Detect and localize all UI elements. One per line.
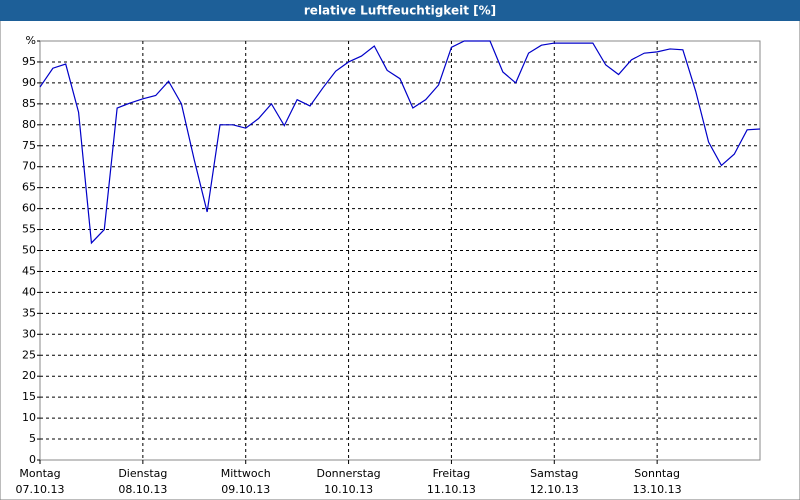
y-tick-label: 95 bbox=[22, 55, 36, 68]
y-tick-label: 20 bbox=[22, 369, 36, 382]
line bbox=[39, 40, 761, 245]
x-tick-sublabel: 08.10.13 bbox=[118, 483, 167, 496]
x-tick-label: Mittwoch bbox=[221, 467, 271, 480]
chart-title: relative Luftfeuchtigkeit [%] bbox=[304, 4, 496, 18]
y-tick-label: 30 bbox=[22, 327, 36, 340]
x-tick-label: Donnerstag bbox=[316, 467, 380, 480]
y-tick-label: 10 bbox=[22, 411, 36, 424]
y-tick-label: 25 bbox=[22, 348, 36, 361]
y-tick-label: % bbox=[26, 34, 36, 47]
x-tick-label: Freitag bbox=[433, 467, 471, 480]
x-tick-sublabel: 07.10.13 bbox=[16, 483, 65, 496]
y-tick-label: 15 bbox=[22, 390, 36, 403]
x-tick-sublabel: 09.10.13 bbox=[221, 483, 270, 496]
y-tick-label: 80 bbox=[22, 118, 36, 131]
y-tick-label: 70 bbox=[22, 160, 36, 173]
title-bar bbox=[0, 0, 800, 21]
y-tick-label: 40 bbox=[22, 285, 36, 298]
y-tick-label: 50 bbox=[22, 244, 36, 257]
y-tick-label: 35 bbox=[22, 306, 36, 319]
x-tick-label: Samstag bbox=[530, 467, 578, 480]
x-tick-sublabel: 11.10.13 bbox=[427, 483, 476, 496]
x-tick-label: Dienstag bbox=[118, 467, 167, 480]
y-tick-label: 85 bbox=[22, 97, 36, 110]
x-tick-sublabel: 12.10.13 bbox=[530, 483, 579, 496]
y-tick-label: 45 bbox=[22, 264, 36, 277]
y-tick-label: 60 bbox=[22, 202, 36, 215]
x-tick-label: Montag bbox=[19, 467, 60, 480]
x-tick-label: Sonntag bbox=[634, 467, 680, 480]
y-tick-label: 55 bbox=[22, 223, 36, 236]
y-tick-label: 75 bbox=[22, 139, 36, 152]
y-tick-label: 0 bbox=[29, 453, 36, 466]
x-tick-sublabel: 13.10.13 bbox=[633, 483, 682, 496]
y-tick-label: 65 bbox=[22, 181, 36, 194]
y-tick-label: 5 bbox=[29, 432, 36, 445]
x-tick-sublabel: 10.10.13 bbox=[324, 483, 373, 496]
y-tick-label: 90 bbox=[22, 76, 36, 89]
